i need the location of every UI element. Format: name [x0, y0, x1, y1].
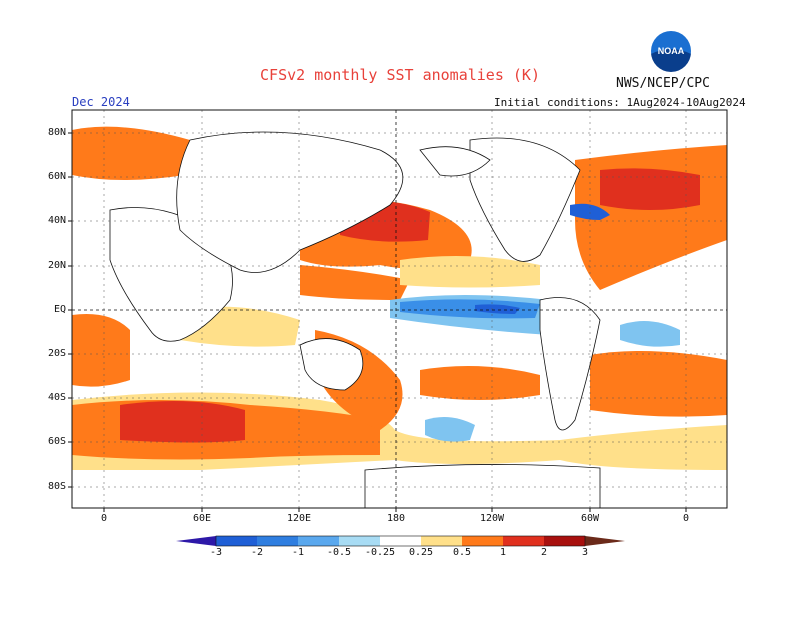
- lat-label: 20N: [47, 260, 66, 271]
- initial-conditions: Initial conditions: 1Aug2024-10Aug2024: [494, 96, 746, 109]
- lat-label: 80S: [47, 481, 66, 492]
- map-frame: [71, 109, 728, 509]
- lat-label: EQ: [53, 304, 66, 315]
- lat-label: 60N: [47, 171, 66, 182]
- graticule: [72, 110, 727, 508]
- lat-label: 80N: [47, 127, 66, 138]
- map-title: CFSv2 monthly SST anomalies (K): [260, 66, 540, 84]
- colorbar-label: 3: [581, 547, 589, 558]
- forecast-month: Dec 2024: [72, 95, 130, 109]
- lon-label: 0: [100, 513, 108, 524]
- noaa-logo: NOAA: [650, 30, 692, 72]
- colorbar-arrow-right: [585, 536, 625, 546]
- colorbar-label: 2: [540, 547, 548, 558]
- agency-label: NWS/NCEP/CPC: [616, 76, 710, 91]
- lon-label: 0: [682, 513, 690, 524]
- lon-label: 120E: [286, 513, 312, 524]
- colorbar-label: -0.5: [326, 547, 352, 558]
- lat-label: 40S: [47, 392, 66, 403]
- colorbar-label: 1: [499, 547, 507, 558]
- colorbar: [176, 535, 625, 547]
- svg-text:NOAA: NOAA: [658, 46, 685, 56]
- lat-label: 40N: [47, 215, 66, 226]
- lon-label: 60E: [192, 513, 212, 524]
- lat-label: 60S: [47, 436, 66, 447]
- cold-anomaly-regions: [390, 203, 680, 442]
- colorbar-label: 0.5: [452, 547, 472, 558]
- lon-label: 60W: [580, 513, 600, 524]
- continents: [109, 131, 601, 508]
- lat-label: 20S: [47, 348, 66, 359]
- colorbar-label: -1: [291, 547, 305, 558]
- lon-label: 120W: [479, 513, 505, 524]
- axis-ticks: [68, 132, 687, 512]
- lon-label: 180: [386, 513, 406, 524]
- colorbar-label: 0.25: [408, 547, 434, 558]
- colorbar-label: -0.25: [364, 547, 396, 558]
- colorbar-arrow-left: [176, 536, 216, 546]
- colorbar-label: -2: [250, 547, 264, 558]
- colorbar-label: -3: [209, 547, 223, 558]
